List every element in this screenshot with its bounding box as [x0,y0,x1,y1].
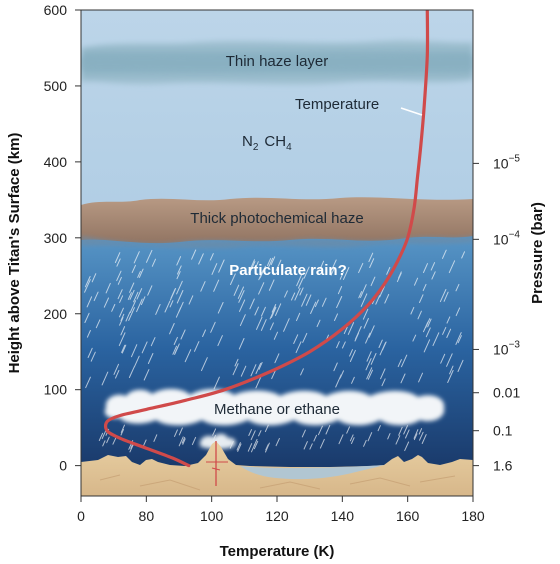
x-tick-label: 0 [77,508,85,524]
lower-atmosphere [81,230,473,496]
y-tick-label: 500 [44,78,68,94]
y-tick-label: 400 [44,154,68,170]
y-axis-ticks: 0 100 200 300 400 500 600 [44,2,81,474]
rain-label: Particulate rain? [229,262,347,279]
temperature-leader-line [400,107,423,116]
y-tick-label: 300 [44,230,68,246]
pressure-tick-label: 10−5 [493,153,520,171]
x-tick-label: 80 [139,508,155,524]
pressure-axis-ticks: 1.6 0.1 0.01 10−3 10−4 10−5 [473,153,520,474]
temperature-curve [103,10,430,468]
pressure-axis-title: Pressure (bar) [529,202,546,304]
pressure-tick-label: 0.01 [493,385,520,401]
clouds-label: Methane or ethane [214,401,340,418]
x-tick-label: 120 [265,508,289,524]
pressure-tick-label: 10−4 [493,229,520,247]
pressure-tick-label: 1.6 [493,458,513,474]
x-tick-label: 140 [331,508,355,524]
thin-haze-label: Thin haze layer [226,53,329,70]
plot-area [81,10,473,496]
x-tick-label: 180 [461,508,485,524]
y-tick-label: 600 [44,2,68,18]
x-tick-label: 100 [200,508,224,524]
y-tick-label: 200 [44,306,68,322]
x-axis-ticks: 0 80 100 120 140 160 180 [77,496,485,524]
y-tick-label: 100 [44,382,68,398]
temperature-label: Temperature [295,96,379,113]
composition-label: N2 CH4 [242,133,292,153]
pressure-tick-label: 0.1 [493,423,513,439]
x-tick-label: 160 [396,508,420,524]
thick-haze-band [81,197,473,249]
thin-haze-band [81,40,473,85]
titan-surface [81,441,473,496]
rain-streaks [84,249,465,453]
thick-haze-label: Thick photochemical haze [190,210,363,227]
x-axis-title: Temperature (K) [220,543,335,560]
y-axis-title: Height above Titan's Surface (km) [6,133,23,374]
pressure-tick-label: 10−3 [493,339,520,357]
y-tick-label: 0 [59,458,67,474]
